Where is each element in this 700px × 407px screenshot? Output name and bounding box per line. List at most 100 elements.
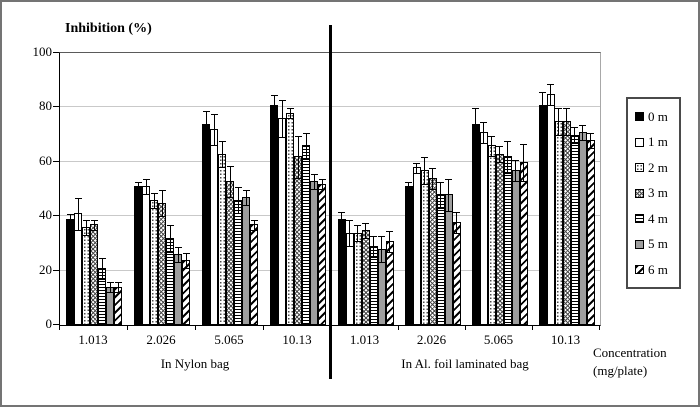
legend-marker-dots-sparse: [635, 163, 644, 172]
error-bar-line: [117, 283, 119, 293]
x-axis-tick: [59, 325, 60, 330]
error-bar-line: [245, 191, 247, 206]
error-bar: [405, 181, 412, 193]
bar-3m-2.026: [158, 190, 166, 325]
legend-entry-0m: 0 m: [635, 109, 679, 125]
plot-area: [59, 52, 601, 326]
error-bar: [142, 179, 150, 196]
error-bar-line: [349, 220, 350, 247]
bar-1m-1.013: [345, 219, 354, 325]
bar-5m-5.065: [242, 190, 250, 325]
bar-group-2.026: [399, 53, 466, 325]
bar-2m-2.026: [150, 192, 158, 325]
error-bar: [338, 211, 345, 229]
x-axis-tick: [195, 325, 196, 330]
bar-6m-10.13: [586, 132, 595, 325]
error-bar: [226, 165, 234, 199]
error-bar: [429, 168, 436, 190]
error-bar-line: [542, 93, 543, 119]
y-axis-tick: [53, 106, 59, 108]
x-category-label-2.026: 2.026: [416, 332, 447, 347]
bar-1m-5.065: [479, 122, 488, 325]
bar-1m-10.13: [278, 100, 286, 325]
error-bar: [66, 214, 74, 226]
error-bar-line: [507, 142, 508, 173]
error-bar: [174, 247, 182, 264]
x-axis-tick: [599, 325, 600, 330]
bar-6m-10.13: [318, 179, 326, 325]
error-bar-line: [305, 133, 307, 160]
legend-entry-4m: 4 m: [635, 211, 679, 227]
y-axis-tick: [53, 269, 59, 271]
error-bar-line: [297, 136, 299, 179]
bar-2m-2.026: [420, 157, 429, 325]
error-bar-line: [109, 283, 111, 293]
error-bar: [496, 146, 503, 163]
x-axis-title: Concentration (mg/plate): [593, 344, 667, 380]
bar-6m-5.065: [519, 143, 528, 325]
error-bar: [362, 222, 369, 239]
legend-entry-5m: 5 m: [635, 236, 679, 252]
legend-marker-crosshatch: [635, 188, 644, 198]
bar-6m-1.013: [385, 230, 394, 325]
bar-4m-10.13: [570, 127, 579, 325]
legend-marker-diagonal: [635, 265, 644, 274]
bar-3m-5.065: [495, 146, 504, 325]
error-bar: [480, 122, 487, 144]
error-bar: [563, 108, 570, 136]
y-axis-tick: [53, 160, 59, 162]
error-bar: [250, 219, 258, 231]
y-tick-label-40: 40: [39, 207, 52, 223]
error-bar: [218, 141, 226, 169]
bar-group-1.013: [60, 53, 128, 325]
error-bar: [571, 127, 578, 144]
error-bar-line: [237, 188, 239, 214]
legend-entry-1m: 1 m: [635, 134, 679, 150]
x-axis-tick: [263, 325, 264, 330]
bar-5m-2.026: [444, 179, 453, 325]
error-bar-line: [161, 191, 163, 217]
bar-1m-2.026: [412, 162, 421, 325]
bar-3m-10.13: [562, 108, 571, 325]
error-bar: [488, 135, 495, 158]
y-tick-label-80: 80: [39, 98, 52, 114]
bar-4m-2.026: [436, 181, 445, 325]
error-bar: [413, 162, 420, 174]
error-bar-line: [566, 109, 567, 135]
error-bar: [270, 94, 278, 117]
y-tick-label-60: 60: [39, 152, 52, 168]
error-bar-line: [101, 259, 103, 279]
bar-2m-5.065: [487, 135, 496, 325]
error-bar-line: [515, 161, 516, 181]
bar-3m-5.065: [226, 165, 234, 325]
y-tick-label-100: 100: [32, 44, 53, 59]
section-divider-line: [329, 25, 332, 379]
legend-entry-2m: 2 m: [635, 160, 679, 176]
legend-box: 0 m 1 m 2 m 3 m 4 m 5 m 6 m: [626, 97, 681, 289]
bar-3m-2.026: [428, 168, 437, 325]
error-bar-line: [69, 215, 71, 225]
x-category-label-10.13: 10.13: [550, 332, 581, 347]
legend-entry-3m: 3 m: [635, 185, 679, 201]
error-bar-line: [440, 182, 441, 209]
error-bar: [421, 157, 428, 185]
error-bar-line: [341, 212, 342, 228]
bar-group-10.13: [264, 53, 332, 325]
error-bar: [370, 236, 377, 258]
error-bar-line: [389, 231, 390, 252]
error-bar-line: [590, 133, 591, 149]
error-bar-line: [365, 223, 366, 238]
error-bar-line: [582, 125, 583, 141]
error-bar: [286, 108, 294, 120]
bar-5m-10.13: [578, 124, 587, 325]
bar-3m-1.013: [90, 219, 98, 325]
error-bar-line: [93, 220, 95, 230]
section-label-nylon-bag: In Nylon bag: [160, 356, 230, 371]
error-bar-line: [491, 136, 492, 157]
x-axis-title-line2: (mg/plate): [593, 363, 648, 378]
error-bar: [294, 135, 302, 180]
error-bar: [114, 282, 122, 294]
error-bar: [386, 230, 393, 253]
error-bar-line: [475, 109, 476, 141]
bar-4m-1.013: [98, 258, 106, 325]
